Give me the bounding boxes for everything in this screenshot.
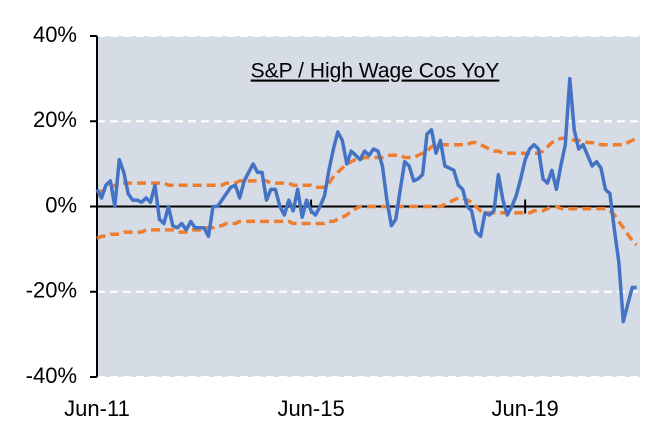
series-line (95, 76, 637, 324)
y-tick-label: -20% (26, 278, 77, 303)
series-line (97, 136, 638, 194)
x-tick-label: Jun-11 (64, 396, 130, 421)
series-line (96, 196, 638, 247)
chart-title: S&P / High Wage Cos YoY (251, 60, 500, 83)
y-tick-label: -40% (26, 363, 77, 388)
y-tick-label: 40% (33, 22, 77, 47)
x-tick-label: Jun-19 (492, 396, 559, 421)
x-tick-label: Jun-15 (277, 396, 344, 421)
y-tick-label: 20% (33, 107, 77, 132)
y-tick-label: 0% (45, 192, 77, 217)
